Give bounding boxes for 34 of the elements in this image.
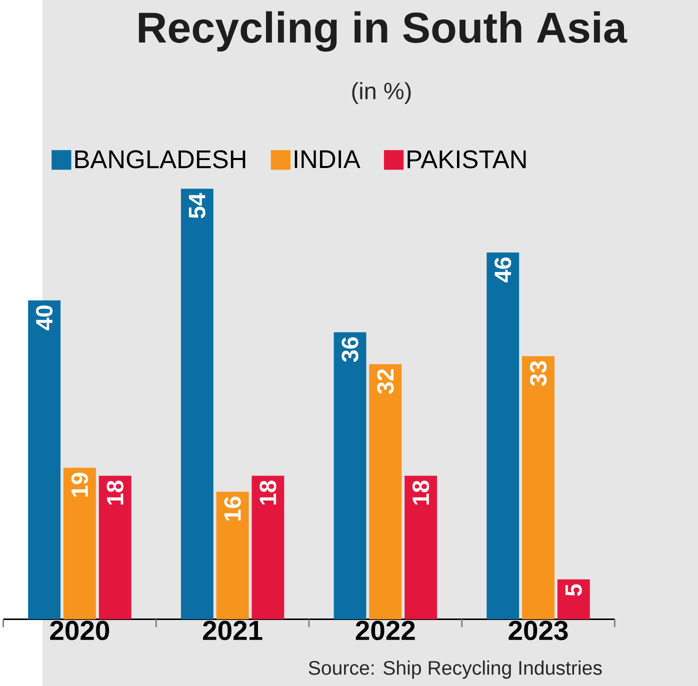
bar [180,188,214,620]
source-note: Source: Ship Recycling Industries [308,660,602,679]
x-tick-label: 2022 [356,620,415,640]
bar [404,476,438,620]
data-label: 54 [188,192,206,218]
data-label: 18 [260,480,276,504]
data-label: 46 [494,257,512,282]
bar [252,476,284,620]
bar [334,332,366,620]
data-label: 5 [565,584,582,596]
x-tick-label: 2021 [203,620,262,640]
data-label: 36 [342,337,358,362]
data-label: 18 [412,480,430,504]
data-label: 19 [71,472,88,497]
legend-label: BANGLADESH [75,150,246,168]
bar [522,356,554,620]
data-label: 33 [530,361,547,386]
chart-subtitle: (in %) [352,82,411,104]
data-label: 40 [36,305,53,330]
data-label: 18 [106,480,124,504]
x-tick-label: 2020 [50,620,110,640]
bar [216,492,249,620]
bar [486,252,520,620]
x-tick-label: 2023 [508,620,568,640]
chart-title: Recycling in South Asia [138,11,628,52]
bar [369,364,402,620]
bar [28,300,61,620]
data-label: 32 [377,369,394,394]
bar [557,579,590,620]
bar [63,468,96,620]
legend-label: PAKISTAN [408,150,526,168]
data-label: 16 [224,496,241,520]
legend-label: INDIA [294,150,360,168]
bar [98,476,132,620]
